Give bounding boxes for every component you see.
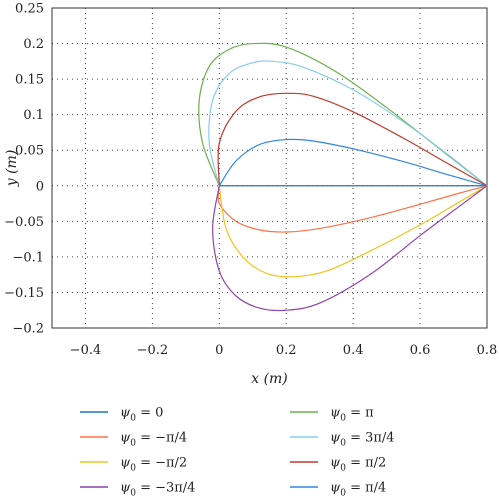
x-tick-label: 0.2 [276, 343, 297, 358]
x-tick-label: 0 [215, 343, 223, 358]
y-tick-label: −0.15 [4, 286, 44, 301]
legend-item: ψ0 = −π/2 [80, 456, 187, 474]
series-line-2 [218, 185, 488, 278]
y-tick-label: 0.2 [23, 37, 44, 52]
series-line-5 [208, 60, 488, 187]
legend-item: ψ0 = 0 [80, 406, 163, 424]
y-tick-labels: 0.25 0.2 0.15 0.1 0.05 0 −0.05 −0.1 −0.15 −0.2 [4, 2, 44, 337]
x-tick-label: 0.8 [477, 343, 498, 358]
x-tick-label: −0.4 [70, 343, 102, 358]
legend-item: ψ0 = −π/4 [80, 431, 187, 449]
series-line-7 [218, 138, 488, 187]
x-tick-label: −0.2 [137, 343, 169, 358]
plot-frame [51, 7, 488, 329]
grid [52, 7, 488, 329]
series-line-3 [212, 185, 488, 312]
legend-item: ψ0 = π [290, 406, 374, 424]
y-tick-label: 0.25 [15, 2, 44, 17]
legend-label: ψ0 = π/2 [330, 456, 386, 474]
legend-label: ψ0 = −3π/4 [120, 481, 195, 499]
legend-label: ψ0 = π/4 [330, 481, 386, 499]
legend-label: ψ0 = 3π/4 [330, 431, 395, 449]
legend-item: ψ0 = π/2 [290, 456, 386, 474]
x-tick-label: 0.4 [343, 343, 364, 358]
x-axis-label: x (m) [251, 371, 288, 387]
y-tick-label: −0.2 [12, 322, 44, 337]
y-tick-label: 0.05 [15, 144, 44, 159]
y-tick-label: 0.1 [23, 108, 44, 123]
series-line-6 [217, 92, 488, 187]
legend-label: ψ0 = −π/2 [120, 456, 187, 474]
legend-item: ψ0 = −3π/4 [80, 481, 195, 499]
y-axis-label: y (m) [4, 150, 20, 188]
y-tick-label: −0.1 [12, 250, 44, 265]
legend-label: ψ0 = 0 [120, 406, 163, 424]
x-tick-labels: −0.4 −0.2 0 0.2 0.4 0.6 0.8 [70, 343, 498, 358]
legend: ψ0 = 0 ψ0 = −π/4 ψ0 = −π/2 ψ0 = −3π/4 ψ0 = π… [80, 406, 395, 499]
legend-label: ψ0 = π [330, 406, 374, 424]
series-line-4 [198, 42, 488, 187]
y-tick-label: 0 [36, 179, 44, 194]
y-tick-label: −0.05 [4, 215, 44, 230]
legend-label: ψ0 = −π/4 [120, 431, 187, 449]
y-tick-label: 0.15 [15, 73, 44, 88]
series-line-1 [217, 185, 488, 233]
x-tick-label: 0.6 [410, 343, 431, 358]
legend-item: ψ0 = 3π/4 [290, 431, 395, 449]
legend-item: ψ0 = π/4 [290, 481, 386, 499]
series-lines [198, 42, 488, 312]
